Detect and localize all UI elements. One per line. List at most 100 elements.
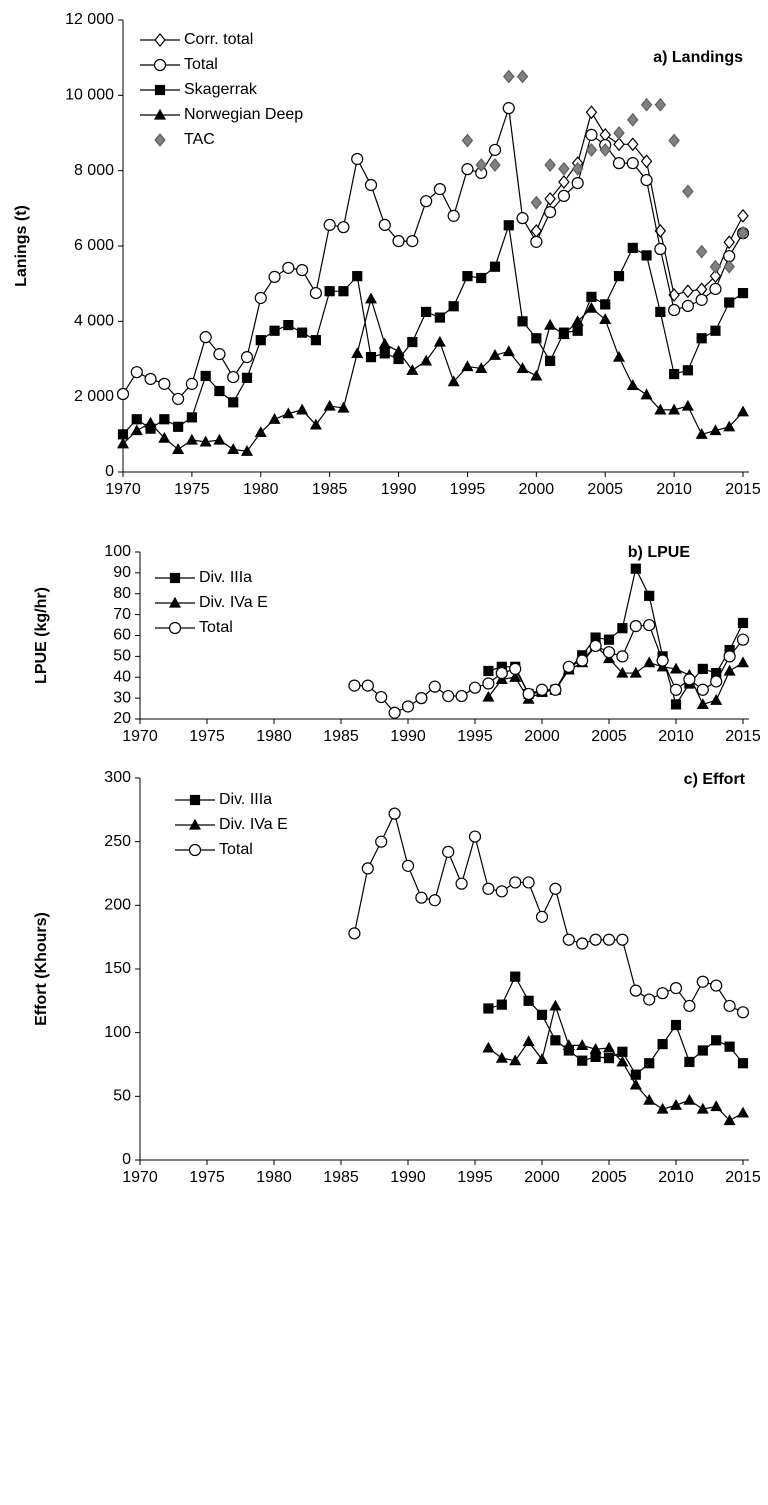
series-line xyxy=(354,624,744,714)
marker xyxy=(612,350,626,362)
marker xyxy=(737,287,749,299)
marker xyxy=(549,999,562,1011)
marker xyxy=(669,662,683,674)
marker xyxy=(710,325,721,336)
marker xyxy=(682,184,694,199)
marker xyxy=(562,933,575,946)
marker xyxy=(475,158,488,172)
x-tick-label: 2010 xyxy=(656,481,692,498)
marker xyxy=(724,297,735,308)
marker xyxy=(577,1055,588,1066)
marker xyxy=(185,377,198,390)
marker xyxy=(158,377,171,390)
marker xyxy=(296,264,309,277)
marker xyxy=(522,1035,535,1047)
x-tick-label: 1995 xyxy=(457,1169,493,1186)
marker xyxy=(603,634,615,645)
marker xyxy=(669,1099,683,1110)
marker xyxy=(571,161,584,176)
marker xyxy=(681,299,694,312)
x-tick-label: 2005 xyxy=(587,481,623,498)
marker xyxy=(214,385,225,397)
marker xyxy=(549,683,562,696)
x-tick-label: 1970 xyxy=(122,1169,158,1186)
marker xyxy=(130,424,143,436)
chart-title: c) Effort xyxy=(684,771,746,788)
marker xyxy=(557,189,570,203)
marker xyxy=(535,1053,549,1065)
marker xyxy=(695,293,708,306)
marker xyxy=(468,681,482,694)
marker xyxy=(509,662,522,676)
marker xyxy=(644,590,655,601)
marker xyxy=(736,656,750,668)
marker xyxy=(723,664,736,676)
marker xyxy=(613,271,625,282)
legend-marker xyxy=(169,572,181,584)
x-tick-label: 1995 xyxy=(450,481,486,498)
marker xyxy=(736,1006,750,1019)
marker xyxy=(723,1114,736,1126)
marker xyxy=(530,235,543,248)
marker xyxy=(709,269,722,284)
marker xyxy=(723,259,736,274)
marker xyxy=(461,163,474,176)
legend-label: Div. IIIa xyxy=(199,569,252,586)
marker xyxy=(173,421,184,432)
series-line xyxy=(488,975,744,1076)
marker xyxy=(600,299,611,310)
marker xyxy=(629,620,642,633)
marker xyxy=(669,683,683,696)
marker xyxy=(144,372,157,386)
marker xyxy=(309,418,322,430)
marker xyxy=(530,369,543,381)
marker xyxy=(656,654,669,667)
legend-marker xyxy=(188,843,202,857)
marker xyxy=(482,1041,495,1053)
marker xyxy=(461,133,474,148)
marker xyxy=(640,173,653,187)
marker xyxy=(599,143,612,157)
x-tick-label: 1975 xyxy=(189,728,225,745)
marker xyxy=(723,235,736,250)
marker xyxy=(710,1100,723,1112)
marker xyxy=(736,405,750,417)
marker xyxy=(348,927,361,940)
marker xyxy=(643,618,656,632)
marker xyxy=(158,431,171,443)
marker xyxy=(433,335,446,347)
marker xyxy=(200,370,211,382)
marker xyxy=(516,69,529,84)
marker xyxy=(558,161,570,176)
marker xyxy=(309,286,322,300)
marker xyxy=(641,250,652,261)
marker xyxy=(544,158,556,172)
legend-label: Div. IVa E xyxy=(219,816,288,833)
marker xyxy=(323,399,336,411)
panel: 0 2 000 4 000 6 000 8 000 10 000 12 000 1970 197… xyxy=(13,11,761,498)
marker xyxy=(531,333,542,344)
legend-marker xyxy=(154,133,166,147)
legend-marker xyxy=(188,818,202,830)
legend-marker xyxy=(168,596,182,608)
marker xyxy=(599,313,612,325)
marker xyxy=(640,97,653,112)
x-tick-label: 1985 xyxy=(323,728,359,745)
marker xyxy=(626,157,639,170)
marker xyxy=(378,337,391,349)
x-tick-label: 1970 xyxy=(122,728,158,745)
marker xyxy=(602,646,616,659)
marker xyxy=(737,617,749,629)
y-tick-label: 100 xyxy=(104,1024,131,1041)
marker xyxy=(447,209,460,222)
marker xyxy=(415,891,428,904)
marker xyxy=(496,999,507,1010)
y-tick-label: 50 xyxy=(113,1088,131,1105)
marker xyxy=(415,692,428,705)
x-tick-label: 1990 xyxy=(381,481,417,498)
marker xyxy=(283,320,294,331)
marker xyxy=(503,220,514,231)
marker xyxy=(710,979,723,992)
marker xyxy=(455,689,468,703)
